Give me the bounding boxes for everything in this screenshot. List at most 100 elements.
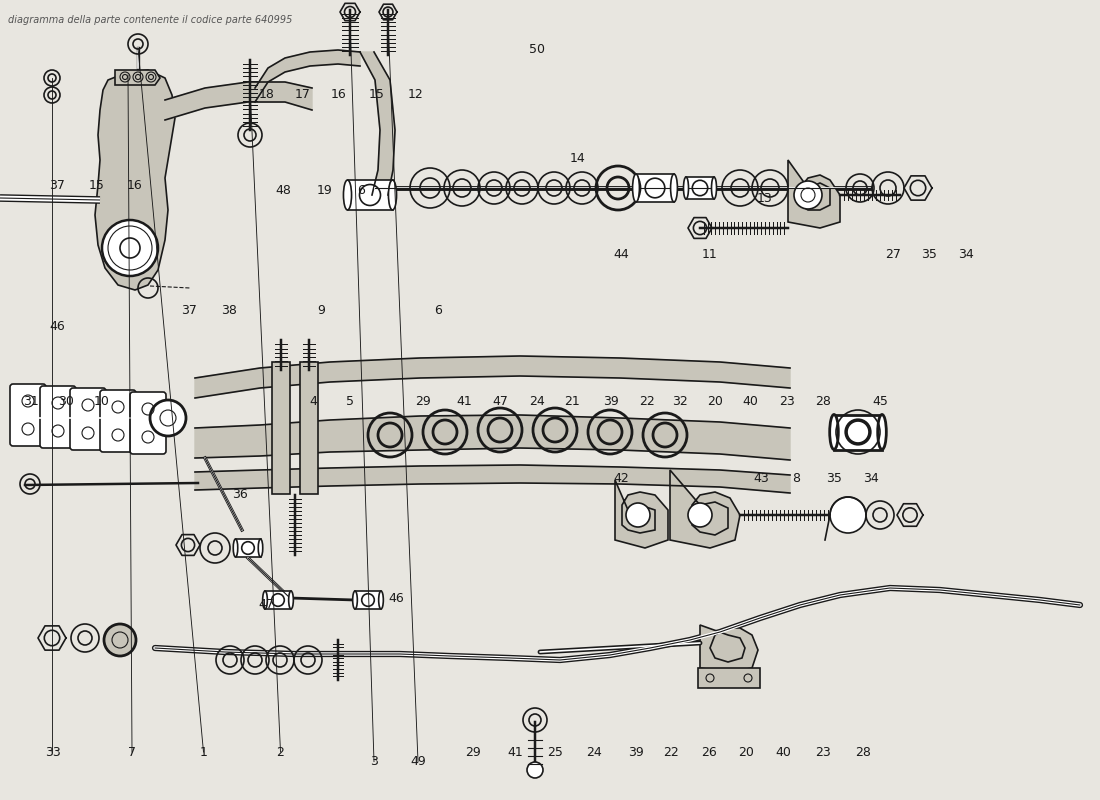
Text: 7: 7 (128, 746, 136, 758)
Text: 1: 1 (199, 746, 208, 758)
Polygon shape (615, 480, 668, 548)
Polygon shape (360, 52, 395, 195)
Polygon shape (195, 465, 790, 493)
Text: 23: 23 (779, 395, 794, 408)
Text: 49: 49 (410, 755, 426, 768)
Text: 3: 3 (370, 755, 378, 768)
Text: 4: 4 (309, 395, 318, 408)
Bar (636, 174, 674, 202)
Ellipse shape (378, 591, 383, 609)
Text: 34: 34 (958, 248, 974, 261)
Ellipse shape (343, 180, 352, 210)
Text: 19: 19 (317, 184, 332, 197)
FancyBboxPatch shape (40, 386, 76, 448)
Circle shape (104, 624, 136, 656)
Text: 6: 6 (356, 184, 365, 197)
FancyBboxPatch shape (100, 390, 136, 452)
Text: 11: 11 (702, 248, 717, 261)
Bar (698, 668, 760, 688)
Text: 22: 22 (639, 395, 654, 408)
Polygon shape (700, 625, 758, 672)
FancyBboxPatch shape (130, 392, 166, 454)
Ellipse shape (683, 177, 689, 199)
Text: 8: 8 (792, 472, 801, 485)
Text: 17: 17 (295, 88, 310, 101)
Text: 50: 50 (529, 43, 544, 56)
Text: 40: 40 (742, 395, 758, 408)
Text: 35: 35 (826, 472, 842, 485)
Polygon shape (195, 356, 790, 398)
Text: 46: 46 (388, 592, 404, 605)
Text: 16: 16 (331, 88, 346, 101)
Text: 33: 33 (45, 746, 60, 758)
Bar (300, 362, 318, 494)
Text: 40: 40 (776, 746, 791, 758)
Text: 9: 9 (317, 304, 326, 317)
Text: 21: 21 (564, 395, 580, 408)
Text: 43: 43 (754, 472, 769, 485)
Text: 28: 28 (856, 746, 871, 758)
Circle shape (830, 497, 866, 533)
Text: 10: 10 (94, 395, 109, 408)
Bar (834, 414, 882, 450)
Ellipse shape (288, 591, 294, 609)
Text: 14: 14 (570, 152, 585, 165)
Text: 29: 29 (416, 395, 431, 408)
Text: 45: 45 (872, 395, 888, 408)
Text: 26: 26 (702, 746, 717, 758)
Text: 36: 36 (232, 488, 248, 501)
FancyBboxPatch shape (10, 384, 46, 446)
Ellipse shape (712, 177, 716, 199)
Text: 41: 41 (507, 746, 522, 758)
Ellipse shape (829, 414, 838, 450)
Bar (235, 539, 261, 557)
Text: 34: 34 (864, 472, 879, 485)
Text: 28: 28 (815, 395, 830, 408)
Polygon shape (195, 415, 790, 460)
Text: 47: 47 (258, 598, 274, 610)
Text: 29: 29 (465, 746, 481, 758)
Text: 5: 5 (345, 395, 354, 408)
Text: 20: 20 (707, 395, 723, 408)
FancyBboxPatch shape (70, 388, 106, 450)
Text: 12: 12 (408, 88, 424, 101)
Text: 32: 32 (672, 395, 688, 408)
Text: 44: 44 (614, 248, 629, 261)
Polygon shape (116, 70, 160, 85)
Text: 13: 13 (757, 192, 772, 205)
Text: 46: 46 (50, 320, 65, 333)
Text: 25: 25 (548, 746, 563, 758)
Text: 48: 48 (276, 184, 292, 197)
Text: 20: 20 (738, 746, 754, 758)
Text: 18: 18 (258, 88, 274, 101)
Polygon shape (95, 70, 175, 290)
Text: 39: 39 (628, 746, 643, 758)
Text: 35: 35 (922, 248, 937, 261)
Ellipse shape (878, 414, 887, 450)
Text: 23: 23 (815, 746, 830, 758)
Text: 39: 39 (603, 395, 618, 408)
Circle shape (527, 762, 543, 778)
Text: 27: 27 (886, 248, 901, 261)
Bar (355, 591, 381, 609)
Text: 41: 41 (456, 395, 472, 408)
Text: 2: 2 (276, 746, 285, 758)
Circle shape (626, 503, 650, 527)
Text: 38: 38 (221, 304, 236, 317)
Circle shape (688, 503, 712, 527)
Text: 24: 24 (529, 395, 544, 408)
Text: 16: 16 (126, 179, 142, 192)
Circle shape (102, 220, 158, 276)
Ellipse shape (258, 539, 263, 557)
Ellipse shape (353, 591, 358, 609)
Text: 15: 15 (368, 88, 384, 101)
Bar (686, 177, 714, 199)
Bar (265, 591, 292, 609)
Bar (272, 362, 290, 494)
Circle shape (794, 181, 822, 209)
Text: 22: 22 (663, 746, 679, 758)
Polygon shape (165, 82, 312, 120)
Text: 37: 37 (50, 179, 65, 192)
Text: 31: 31 (23, 395, 38, 408)
Circle shape (150, 400, 186, 436)
